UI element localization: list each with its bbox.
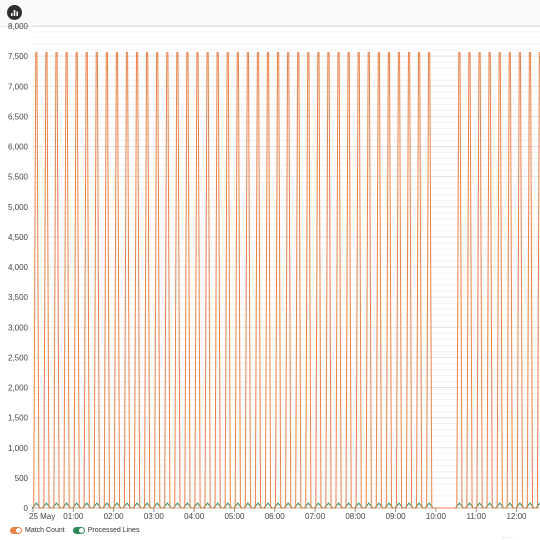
x-tick-label: 10:00 — [426, 512, 447, 521]
y-tick-label: 2,000 — [8, 384, 29, 393]
more-handle[interactable]: .... — [502, 533, 514, 540]
legend-label: Match Count — [25, 526, 65, 534]
toggle-icon[interactable] — [72, 526, 85, 534]
legend-label: Processed Lines — [87, 526, 140, 534]
y-tick-label: 1,500 — [8, 414, 29, 423]
y-tick-label: 8,000 — [8, 22, 29, 31]
x-tick-label: 11:00 — [466, 512, 486, 521]
y-tick-label: 7,500 — [8, 52, 29, 61]
x-tick-label: 04:00 — [184, 512, 205, 521]
x-tick-label: 08:00 — [345, 512, 366, 521]
y-tick-label: 6,000 — [8, 143, 29, 152]
x-tick-label: 09:00 — [386, 512, 407, 521]
y-tick-label: 4,500 — [8, 233, 29, 242]
y-tick-label: 7,000 — [8, 82, 29, 91]
x-tick-label: 12:00 — [506, 512, 527, 521]
x-tick-label: 03:00 — [144, 512, 165, 521]
y-tick-label: 5,500 — [8, 173, 29, 182]
y-tick-label: 0 — [24, 504, 29, 513]
y-tick-label: 4,000 — [8, 263, 29, 272]
series-line-match-count — [33, 52, 540, 509]
chart-legend: Match Count Processed Lines — [10, 524, 147, 536]
x-tick-label: 05:00 — [224, 512, 245, 521]
chart-type-button[interactable] — [7, 5, 22, 20]
x-tick-label: 06:00 — [265, 512, 286, 521]
x-tick-label: 01:00 — [63, 512, 84, 521]
series-line-processed-lines — [31, 502, 540, 509]
line-chart: 0 500 1,000 1,500 2,000 2,500 3,000 3,500 4,000 4… — [8, 22, 540, 521]
y-tick-label: 2,500 — [8, 353, 29, 362]
x-tick-label: 25 May — [29, 512, 55, 521]
y-tick-label: 6,500 — [8, 112, 29, 121]
legend-item-match-count[interactable]: Match Count — [10, 526, 65, 534]
y-tick-label: 500 — [15, 474, 29, 483]
y-tick-label: 1,000 — [8, 444, 29, 453]
y-tick-label: 3,000 — [8, 323, 29, 332]
legend-item-processed-lines[interactable]: Processed Lines — [72, 526, 140, 534]
x-tick-label: 02:00 — [104, 512, 125, 521]
bar-chart-icon — [11, 10, 18, 16]
y-tick-label: 5,000 — [8, 203, 29, 212]
toggle-icon[interactable] — [10, 526, 22, 534]
x-tick-label: 07:00 — [305, 512, 326, 521]
y-tick-label: 3,500 — [8, 293, 29, 302]
